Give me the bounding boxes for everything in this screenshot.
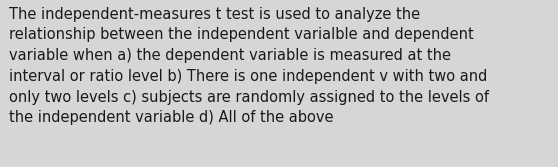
Text: The independent-measures t test is used to analyze the
relationship between the : The independent-measures t test is used … [9, 7, 489, 125]
